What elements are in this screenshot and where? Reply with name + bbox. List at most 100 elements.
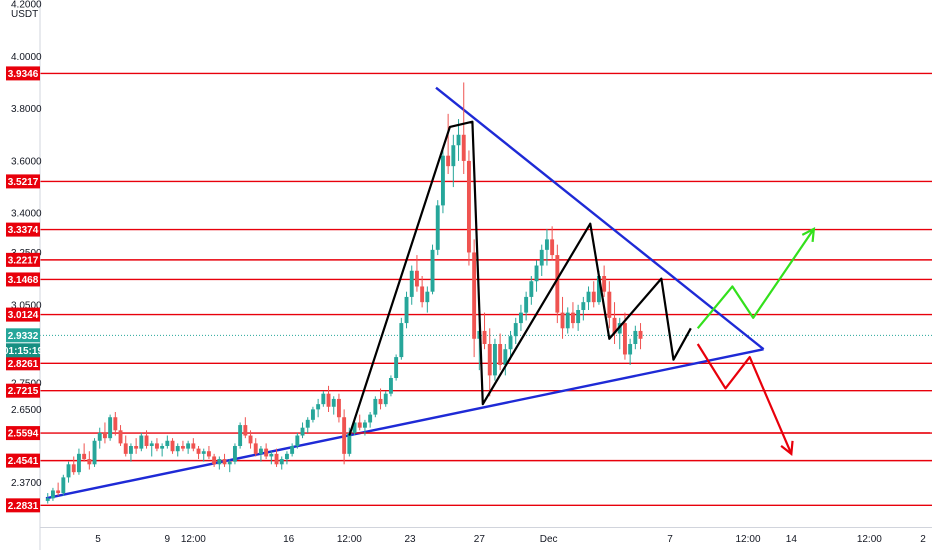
candle-body — [326, 393, 331, 407]
candle-body — [472, 252, 477, 339]
price-tick-label: 3.8000 — [11, 104, 42, 115]
candle-body — [513, 323, 518, 337]
level-price-label: 3.1468 — [8, 275, 39, 286]
level-label-bg — [6, 222, 40, 237]
candle-body — [373, 398, 378, 415]
candle-body — [336, 398, 341, 418]
candles — [45, 82, 643, 504]
candle-body — [633, 330, 638, 344]
price-tick-label: 2.6500 — [11, 405, 42, 416]
candle-body — [128, 446, 133, 454]
candle-body — [362, 422, 367, 428]
candle-body — [113, 417, 118, 431]
candle-body — [269, 453, 274, 457]
candle-body — [565, 312, 570, 329]
candle-body — [186, 443, 191, 449]
level-price-labels: 3.9346 3.5217 3.3374 3.2217 3.1468 3.0124 2.82… — [3, 66, 43, 513]
price-tick-label: 3.6000 — [11, 156, 42, 167]
candle-body — [222, 459, 227, 465]
candle-body — [50, 490, 55, 499]
candle-body — [76, 453, 81, 473]
candle-body — [144, 435, 149, 446]
candle-body — [383, 393, 388, 405]
candle-body — [290, 446, 295, 454]
candle-body — [232, 446, 237, 462]
current-price-label-bg — [6, 328, 40, 343]
candle-body — [508, 336, 513, 350]
countdown-label: 01:15:19 — [3, 346, 43, 357]
candle-body — [170, 440, 175, 452]
candle-body — [295, 435, 300, 446]
candle-body — [560, 312, 565, 329]
candle-body — [492, 344, 497, 376]
level-label-bg — [6, 498, 40, 513]
candle-body — [201, 451, 206, 454]
candle-body — [238, 425, 243, 446]
candle-body — [342, 417, 347, 454]
time-tick-label: Dec — [540, 534, 558, 545]
candle-body — [482, 330, 487, 344]
candle-body — [253, 443, 258, 454]
level-price-label: 3.9346 — [8, 69, 39, 80]
level-label-bg — [6, 383, 40, 398]
candle-body — [628, 344, 633, 355]
price-tick-label: 4.2000 — [11, 0, 42, 11]
candle-body — [357, 422, 362, 428]
price-tick-label: 4.0000 — [11, 52, 42, 63]
candle-body — [243, 425, 248, 436]
candle-body — [139, 435, 144, 449]
candle-body — [446, 155, 451, 167]
candle-body — [456, 134, 461, 146]
candle-body — [461, 134, 466, 161]
time-axis[interactable]: 5 9 12:00 16 12:00 23 27 Dec 7 12:00 14 12:00 2 — [95, 534, 926, 545]
candle-body — [352, 422, 357, 433]
candle-body — [534, 265, 539, 282]
candle-body — [66, 464, 71, 478]
triangle-upper-line — [435, 86, 765, 351]
candle-body — [180, 446, 185, 449]
candle-body — [321, 393, 326, 405]
candle-body — [544, 239, 549, 250]
level-price-label: 3.2217 — [8, 255, 39, 266]
candle-body — [602, 276, 607, 292]
level-label-bg — [6, 174, 40, 189]
candle-body — [607, 291, 612, 318]
candle-body — [570, 312, 575, 324]
candle-body — [274, 453, 279, 465]
candle-body — [612, 317, 617, 334]
candle-body — [451, 145, 456, 167]
currency-label: USDT — [11, 9, 38, 20]
bull-arrow-head — [801, 227, 816, 242]
candle-body — [248, 435, 253, 444]
candle-body — [414, 270, 419, 287]
time-tick-label: 16 — [283, 534, 295, 545]
price-tick-label: 2.3700 — [11, 478, 42, 489]
candle-body — [227, 461, 232, 465]
level-label-bg — [6, 356, 40, 371]
candle-body — [97, 432, 102, 441]
candle-body — [409, 270, 414, 297]
candle-body — [102, 432, 107, 439]
candle-body — [61, 477, 66, 494]
bear-scenario-path — [696, 343, 793, 455]
bear-arrow-head — [780, 440, 794, 456]
time-tick-label: 12:00 — [337, 534, 362, 545]
candle-body — [82, 453, 87, 460]
candle-body — [108, 417, 113, 439]
candle-body — [539, 249, 544, 266]
level-price-label: 2.5594 — [8, 429, 39, 440]
candle-body — [368, 414, 373, 423]
candle-body — [123, 443, 128, 454]
time-tick-label: 12:00 — [857, 534, 882, 545]
candle-body — [404, 296, 409, 324]
candle-body — [264, 448, 269, 457]
candle-body — [196, 448, 201, 454]
candle-body — [217, 459, 222, 465]
time-tick-label: 5 — [95, 534, 101, 545]
level-label-bg — [6, 307, 40, 322]
candle-body — [394, 357, 399, 378]
candle-body — [581, 302, 586, 310]
time-tick-label: 27 — [474, 534, 486, 545]
